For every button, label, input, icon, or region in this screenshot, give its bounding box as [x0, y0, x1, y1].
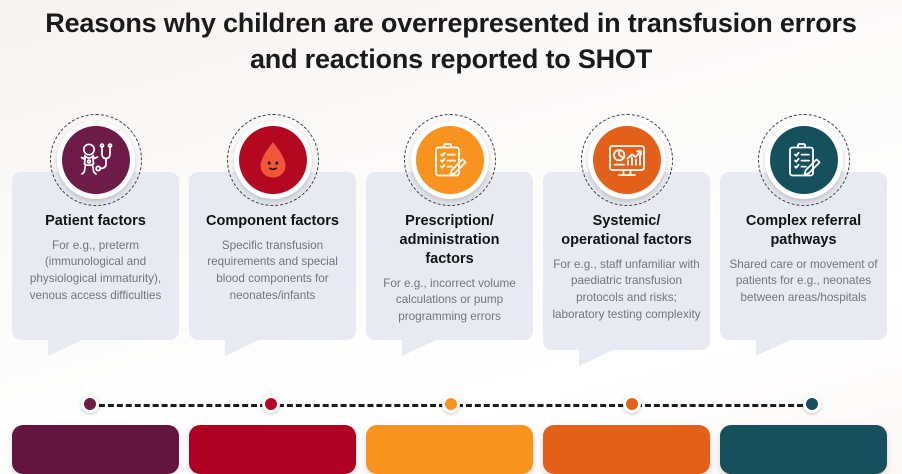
card-body: Prescription/ administration factors For… [366, 172, 533, 340]
badge-complex-referral-pathways [757, 114, 850, 206]
card-patient-factors[interactable]: Patient factors For e.g., preterm (immun… [12, 114, 179, 356]
card-tail [756, 340, 790, 356]
cards-row: Patient factors For e.g., preterm (immun… [12, 114, 890, 366]
color-bar-row [12, 425, 890, 474]
dashed-ring [49, 114, 142, 206]
dashed-ring [580, 114, 673, 206]
timeline-dot-2[interactable] [261, 395, 280, 413]
timeline-dot-5[interactable] [803, 395, 821, 413]
color-bar-systemic-operational-factors [543, 425, 710, 474]
baby-stethoscope-icon [61, 126, 130, 194]
timeline-dot-3[interactable] [442, 395, 460, 413]
page-title-line-1: Reasons why children are overrepresented… [45, 8, 857, 38]
card-description: Shared care or movement of patients for … [729, 257, 878, 304]
monitor-analytics-icon [592, 126, 661, 194]
card-body: Component factors Specific transfusion r… [189, 172, 356, 340]
badge-prescription-administration-factors [403, 114, 496, 206]
page-title-line-2: and reactions reported to SHOT [249, 43, 653, 74]
color-bar-component-factors [189, 425, 356, 474]
card-tail [579, 350, 613, 366]
timeline-dot-4[interactable] [622, 395, 641, 413]
card-heading: Patient factors [45, 213, 146, 229]
card-component-factors[interactable]: Component factors Specific transfusion r… [189, 114, 356, 356]
card-heading: Prescription/ administration factors [399, 213, 500, 267]
dashed-ring [226, 114, 319, 206]
card-heading: Component factors [206, 213, 339, 229]
clipboard-checklist-pencil-teal-icon [769, 126, 838, 194]
badge-component-factors [226, 114, 319, 206]
card-prescription-administration-factors[interactable]: Prescription/ administration factors For… [366, 114, 533, 356]
card-body: Complex referral pathways Shared care or… [720, 172, 887, 340]
card-tail [225, 340, 259, 356]
card-description: For e.g., incorrect volume calculations … [383, 276, 516, 323]
card-systemic-operational-factors[interactable]: Systemic/ operational factors For e.g., … [543, 114, 710, 366]
timeline-connector [81, 395, 821, 413]
card-description: Specific transfusion requirements and sp… [207, 238, 338, 302]
dashed-ring [403, 114, 496, 206]
timeline-dot-1[interactable] [81, 395, 99, 413]
card-complex-referral-pathways[interactable]: Complex referral pathways Shared care or… [720, 114, 887, 356]
blood-drop-icon [238, 126, 307, 194]
card-description: For e.g., preterm (immunological and phy… [29, 238, 162, 302]
card-tail [48, 340, 82, 356]
color-bar-complex-referral-pathways [720, 425, 887, 474]
card-tail [402, 340, 436, 356]
dashed-ring [757, 114, 850, 206]
color-bar-patient-factors [12, 425, 179, 474]
card-heading: Complex referral pathways [745, 213, 862, 248]
card-heading: Systemic/ operational factors [561, 213, 692, 248]
color-bar-prescription-administration-factors [366, 425, 533, 474]
page-title: Reasons why children are overrepresented… [0, 6, 902, 77]
badge-systemic-operational-factors [580, 114, 673, 206]
card-description: For e.g., staff unfamiliar with paediatr… [552, 257, 701, 321]
badge-patient-factors [49, 114, 142, 206]
clipboard-checklist-pencil-icon [415, 126, 484, 194]
